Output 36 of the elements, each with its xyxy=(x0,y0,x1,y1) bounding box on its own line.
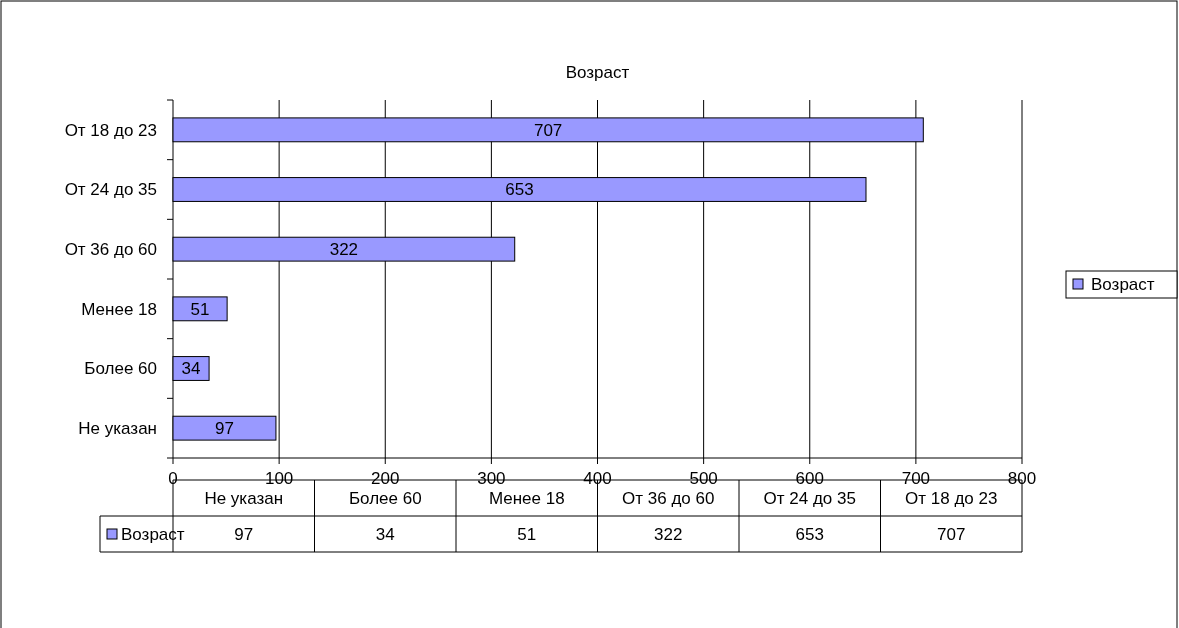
x-tick-label: 600 xyxy=(795,469,824,488)
data-label: 97 xyxy=(234,524,254,544)
category-label: Не указан xyxy=(204,488,284,508)
x-tick-label: 100 xyxy=(264,469,294,488)
y-tick-label: От 18 до 23 xyxy=(64,120,157,140)
x-tick-label: 800 xyxy=(1007,469,1037,488)
y-tick-label: Более 60 xyxy=(84,359,157,379)
legend-label: Возраст xyxy=(1091,274,1155,294)
data-label: 322 xyxy=(654,524,683,544)
data-label: 34 xyxy=(181,359,201,379)
data-label: 34 xyxy=(375,524,395,544)
data-label: 707 xyxy=(937,524,966,544)
y-tick-label: Менее 18 xyxy=(81,299,157,319)
x-tick-label: 500 xyxy=(689,469,718,488)
x-tick-label: 400 xyxy=(583,469,612,488)
x-tick-label: 700 xyxy=(901,469,931,488)
data-label: 97 xyxy=(215,419,234,439)
y-tick-label: От 24 до 35 xyxy=(64,180,157,200)
data-label: 707 xyxy=(533,120,563,140)
data-label: 51 xyxy=(190,299,210,319)
data-label: 322 xyxy=(329,240,359,260)
data-label: 653 xyxy=(795,524,824,544)
legend-label: Возраст xyxy=(121,524,185,544)
y-tick-label: От 36 до 60 xyxy=(64,240,157,260)
category-label: От 36 до 60 xyxy=(622,488,715,508)
data-label: 51 xyxy=(517,524,537,544)
x-tick-label: 0 xyxy=(168,469,178,488)
category-label: Менее 18 xyxy=(488,488,565,508)
x-tick-label: 300 xyxy=(477,469,506,488)
category-label: Более 60 xyxy=(348,488,422,508)
y-tick-label: Не указан xyxy=(78,419,157,439)
x-tick-label: 200 xyxy=(371,469,400,488)
category-label: От 24 до 35 xyxy=(763,488,856,508)
data-label: 653 xyxy=(505,180,534,200)
category-label: От 18 до 23 xyxy=(905,488,998,508)
chart-title: Возраст xyxy=(565,63,630,82)
